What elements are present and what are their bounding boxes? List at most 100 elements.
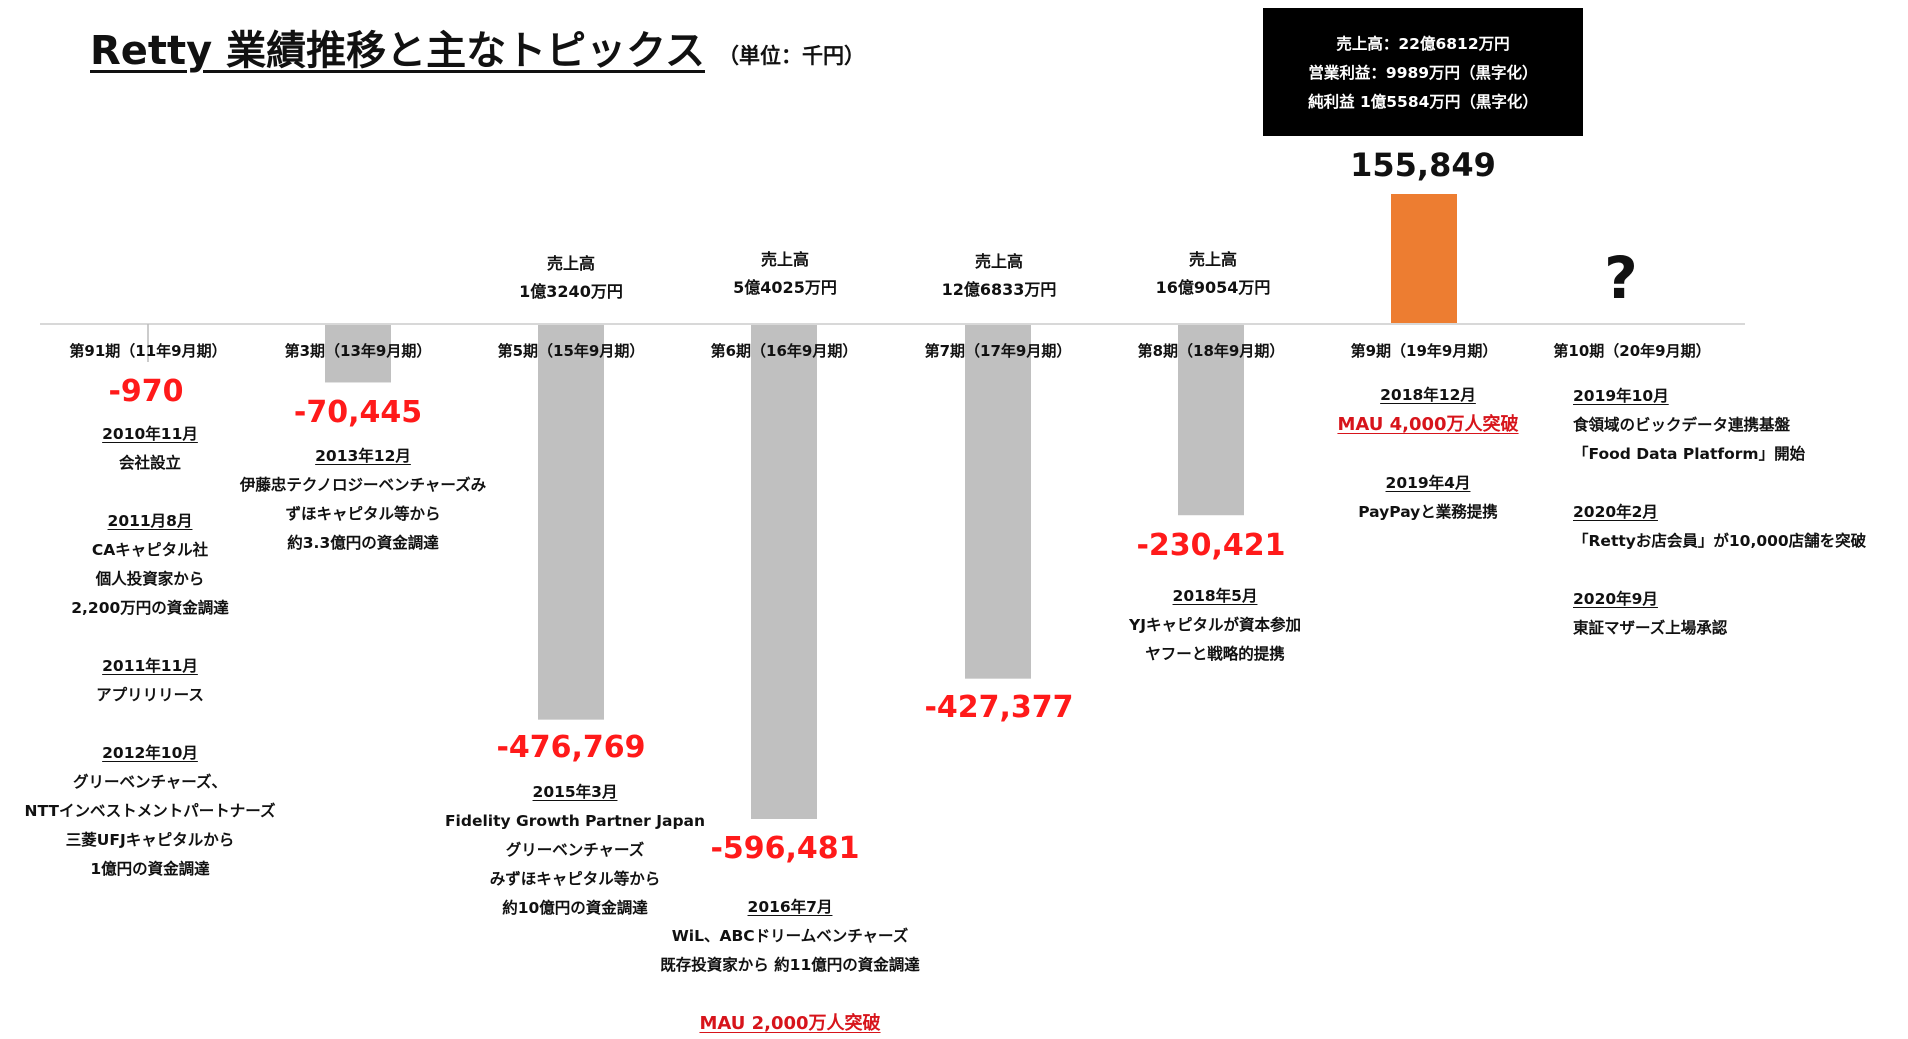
topic-date-line: 2020年2月 — [1573, 498, 1908, 527]
data-label-fy5: -476,769 — [496, 730, 646, 765]
topic-line: 食領域のビックデータ連携基盤 — [1573, 411, 1908, 440]
callout-net-profit: 純利益 1億5584万円（黒字化） — [1308, 93, 1538, 111]
topic-date: 2019年10月 — [1573, 387, 1669, 405]
topic-line: YJキャピタルが資本参加 — [1045, 611, 1385, 640]
topic-text: 食領域のビックデータ連携基盤 — [1573, 416, 1791, 434]
topic-text: 三菱UFJキャピタルから — [65, 831, 235, 849]
topic-line: 既存投資家から 約11億円の資金調達 — [620, 951, 960, 980]
page-title: Retty 業績推移と主なトピックス — [90, 28, 705, 74]
topic-spacer — [0, 710, 320, 739]
sales-heading: 売上高 — [974, 252, 1023, 271]
category-label-4: 第6期（16年9月期） — [711, 342, 858, 360]
bar-7 — [1391, 194, 1457, 324]
topic-date-line: 2019年4月 — [1258, 469, 1598, 498]
category-label-8: 第10期（20年9月期） — [1553, 342, 1710, 360]
topic-text: アプリリリース — [96, 686, 204, 704]
topic-line: PayPayと業務提携 — [1258, 498, 1598, 527]
topic-text: 東証マザーズ上場承認 — [1573, 619, 1728, 637]
topic-date-line: 2010年11月 — [0, 420, 320, 449]
topic-line: 「Rettyお店会員」が10,000店舗を突破 — [1573, 527, 1908, 556]
bar-3 — [538, 324, 604, 720]
sales-amount: 5億4025万円 — [733, 278, 837, 297]
topic-spacer — [0, 623, 320, 652]
topic-text: グリーベンチャーズ、 — [72, 773, 228, 791]
topics-fy3: 2013年12月 伊藤忠テクノロジーベンチャーズみ ずほキャピタル等から 約3.3億円… — [193, 442, 533, 558]
sales-heading: 売上高 — [546, 254, 595, 273]
category-label-3: 第5期（15年9月期） — [498, 342, 645, 360]
topic-date-line: 2018年12月 — [1258, 381, 1598, 410]
topic-date-line: 2011年11月 — [0, 652, 320, 681]
callout-operating-profit: 営業利益：9989万円（黒字化） — [1308, 64, 1538, 82]
topic-line: みずほキャピタル等から — [405, 865, 745, 894]
topic-date-line: 2019年10月 — [1573, 382, 1908, 411]
topic-text: 1億円の資金調達 — [90, 860, 210, 878]
topic-date-line: 2018年5月 — [1045, 582, 1385, 611]
topic-line: 1億円の資金調達 — [0, 855, 320, 884]
sales-label-fy8: 売上高 16億9054万円 — [1103, 246, 1323, 302]
topic-text: NTTインベストメントパートナーズ — [24, 802, 276, 820]
topic-date-line: 2015年3月 — [405, 778, 745, 807]
sales-heading: 売上高 — [1188, 250, 1237, 269]
question-mark: ? — [1604, 244, 1638, 312]
data-label-fy6: -596,481 — [710, 831, 860, 866]
category-labels: 第91期（11年9月期） 第3期（13年9月期） 第5期（15年9月期） 第6期（16… — [69, 342, 1710, 360]
topic-date: 2012年10月 — [102, 744, 198, 762]
topics-fy8: 2018年5月 YJキャピタルが資本参加ヤフーと戦略的提携 — [1045, 582, 1385, 669]
topic-text: ずほキャピタル等から — [285, 505, 441, 523]
sales-label-fy5: 売上高 1億3240万円 — [461, 250, 681, 306]
topic-date: 2020年2月 — [1573, 503, 1658, 521]
bars-group — [325, 194, 1457, 819]
topic-date-line: 2016年7月 — [620, 893, 960, 922]
topic-line: WiL、ABCドリームベンチャーズ — [620, 922, 960, 951]
topic-text: 既存投資家から 約11億円の資金調達 — [660, 956, 920, 974]
topic-line: グリーベンチャーズ、 — [0, 768, 320, 797]
sales-label-fy7: 売上高 12億6833万円 — [889, 248, 1109, 304]
topic-line: 会社設立 — [0, 449, 320, 478]
topic-text: WiL、ABCドリームベンチャーズ — [671, 927, 909, 945]
category-label-1: 第91期（11年9月期） — [69, 342, 226, 360]
topic-text: 個人投資家から — [95, 570, 205, 588]
topic-line: CAキャピタル社 — [0, 536, 320, 565]
topic-text: 約3.3億円の資金調達 — [287, 534, 439, 552]
topic-line: ヤフーと戦略的提携 — [1045, 640, 1385, 669]
sales-amount: 16億9054万円 — [1155, 278, 1271, 297]
bar-2 — [325, 324, 391, 383]
fy9-summary-box: 売上高：22億6812万円 営業利益：9989万円（黒字化） 純利益 1億558… — [1263, 8, 1583, 136]
bar-4 — [751, 324, 817, 819]
sales-heading: 売上高 — [760, 250, 809, 269]
topic-line: ずほキャピタル等から — [193, 500, 533, 529]
topics-fy10: 2019年10月 食領域のビックデータ連携基盤 「Food Data Platfor… — [1573, 382, 1908, 643]
topic-line: 2,200万円の資金調達 — [0, 594, 320, 623]
topic-text: 「Rettyお店会員」が10,000店舗を突破 — [1573, 532, 1867, 550]
data-label-fy9: 155,849 — [1350, 146, 1496, 184]
topic-text: みずほキャピタル等から — [489, 870, 661, 888]
topic-text: 伊藤忠テクノロジーベンチャーズみ — [239, 476, 487, 494]
topics-fy6: 2016年7月 WiL、ABCドリームベンチャーズ 既存投資家から 約11億円の資金… — [620, 893, 960, 1039]
topic-line: グリーベンチャーズ — [405, 836, 745, 865]
topic-line: 伊藤忠テクノロジーベンチャーズみ — [193, 471, 533, 500]
topic-line: アプリリリース — [0, 681, 320, 710]
topic-date: 2020年9月 — [1573, 590, 1658, 608]
bar-6 — [1178, 324, 1244, 516]
category-label-6: 第8期（18年9月期） — [1138, 342, 1285, 360]
topic-text: Fidelity Growth Partner Japan — [444, 812, 706, 830]
topic-line: 東証マザーズ上場承認 — [1573, 614, 1908, 643]
topic-date: 2019年4月 — [1385, 474, 1471, 492]
data-label-fy8: -230,421 — [1136, 528, 1286, 563]
topic-line: 三菱UFJキャピタルから — [0, 826, 320, 855]
sales-amount: 1億3240万円 — [519, 282, 623, 301]
callout-sales: 売上高：22億6812万円 — [1336, 35, 1510, 53]
topic-date-line: 2011月8月 — [0, 507, 320, 536]
topic-date-line: 2012年10月 — [0, 739, 320, 768]
category-label-7: 第9期（19年9月期） — [1351, 342, 1498, 360]
data-label-fy7: -427,377 — [924, 690, 1074, 725]
topic-date: 2016年7月 — [747, 898, 833, 916]
bar-5 — [965, 324, 1031, 679]
data-label-fy3: -70,445 — [293, 395, 423, 430]
topic-text: PayPayと業務提携 — [1358, 503, 1498, 521]
topic-highlight: MAU 4,000万人突破 — [1337, 414, 1519, 435]
topic-date: 2018年12月 — [1380, 386, 1476, 404]
topic-text: YJキャピタルが資本参加 — [1129, 616, 1301, 634]
topic-line: Fidelity Growth Partner Japan — [405, 807, 745, 836]
